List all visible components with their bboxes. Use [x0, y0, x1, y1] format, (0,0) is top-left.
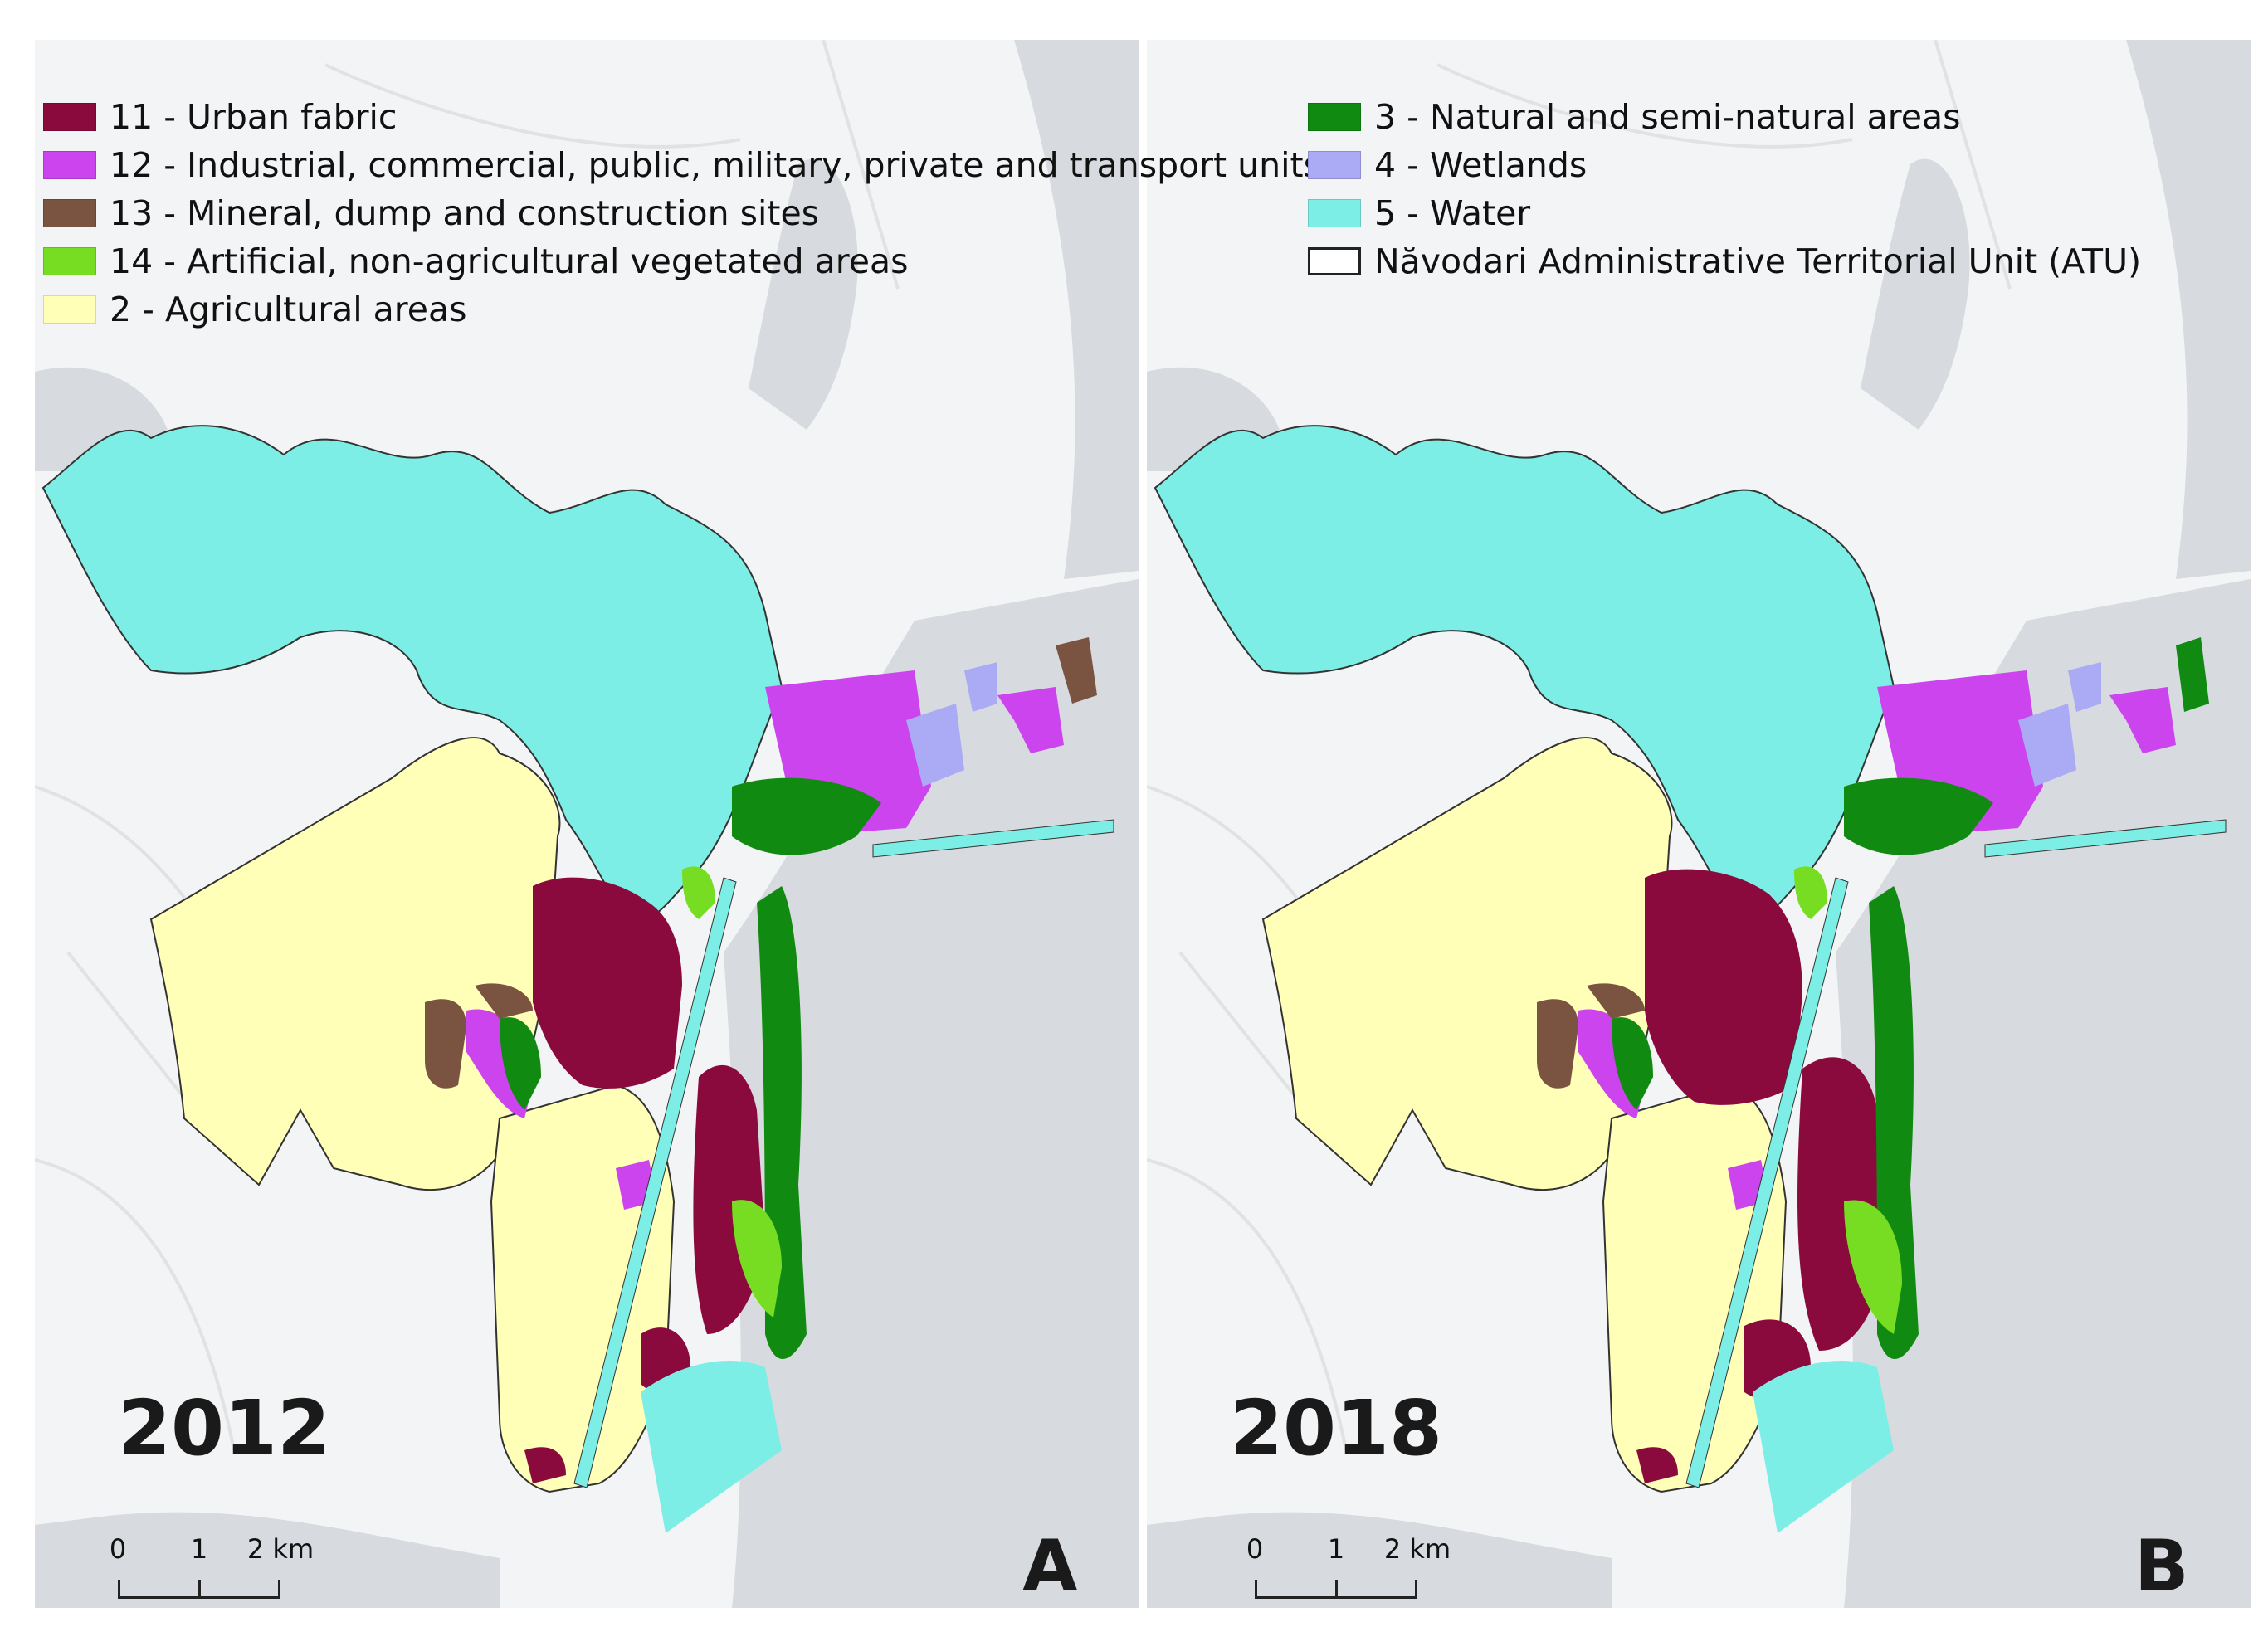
land-use-map-2018 [1147, 40, 2251, 1608]
legend-label: 11 - Urban fabric [110, 97, 398, 137]
scale-bar: 0 1 2 km [1246, 1533, 1451, 1608]
dump-site-1 [425, 999, 466, 1089]
natural-area-west [1612, 1017, 1653, 1110]
legend-left: 11 - Urban fabric 12 - Industrial, comme… [43, 93, 1321, 334]
legend-item-wetlands: 4 - Wetlands [1308, 141, 2141, 189]
green-area-beach [732, 1200, 782, 1318]
scale-tick-0: 0 [1246, 1533, 1264, 1565]
water-lake-tasaul [1154, 425, 1895, 921]
panel-letter: A [1022, 1525, 1078, 1608]
scale-tick-0: 0 [109, 1533, 127, 1565]
legend-item-agricultural: 2 - Agricultural areas [43, 285, 1321, 334]
legend-right: 3 - Natural and semi-natural areas 4 - W… [1308, 93, 2141, 285]
water-canal-south [641, 1360, 782, 1533]
scale-tick-1: 1 [1327, 1533, 1345, 1565]
legend-label: 5 - Water [1374, 193, 1531, 233]
green-area-1 [1794, 866, 1827, 919]
legend-item-urban-fabric: 11 - Urban fabric [43, 93, 1321, 141]
lagoon-basemap [1861, 158, 1970, 430]
urban-fabric-tip [524, 1447, 566, 1483]
water-lake-tasaul [41, 425, 783, 921]
scale-tick-1: 1 [190, 1533, 208, 1565]
natural-area-north [1844, 777, 1993, 855]
natural-area-north [732, 777, 881, 855]
map-panel-2012: 2012 A 0 1 2 km [35, 40, 1139, 1608]
scale-mark-1 [198, 1580, 201, 1599]
sea-north-basemap [2126, 40, 2251, 579]
legend-swatch [43, 103, 96, 131]
legend-label: 13 - Mineral, dump and construction site… [110, 193, 820, 233]
legend-swatch [1308, 247, 1361, 275]
wetland-1 [2018, 704, 2076, 787]
urban-fabric-center [1645, 869, 1802, 1105]
legend-item-artificial-vegetated: 14 - Artificial, non-agricultural vegeta… [43, 237, 1321, 285]
urban-fabric-center [533, 877, 682, 1089]
industrial-port [997, 687, 1064, 753]
industrial-port [2109, 687, 2176, 753]
legend-label: 2 - Agricultural areas [110, 290, 467, 329]
green-area-beach [1844, 1200, 1902, 1334]
scale-mark-0 [1255, 1580, 1257, 1599]
scale-mark-2 [278, 1580, 280, 1599]
legend-label: 14 - Artificial, non-agricultural vegeta… [110, 241, 909, 281]
natural-area-west [500, 1017, 541, 1110]
dump-site-2 [1587, 983, 1645, 1019]
legend-label: Năvodari Administrative Territorial Unit… [1374, 241, 2142, 281]
map-panel-2018: 2018 B 0 1 2 km [1147, 40, 2251, 1608]
sea-north-basemap [1014, 40, 1139, 579]
legend-swatch [1308, 199, 1361, 227]
year-label: 2018 [1230, 1384, 1443, 1473]
legend-swatch [1308, 151, 1361, 179]
legend-label: 12 - Industrial, commercial, public, mil… [110, 145, 1321, 185]
wetland-1 [906, 704, 964, 787]
dump-site-2 [475, 983, 533, 1019]
water-canal-south [1753, 1360, 1894, 1533]
canal [1685, 877, 1849, 1488]
urban-fabric-tip [1636, 1447, 1678, 1483]
wetland-2 [2068, 662, 2101, 712]
legend-swatch [43, 247, 96, 275]
legend-label: 3 - Natural and semi-natural areas [1374, 97, 1961, 137]
scale-mark-1 [1335, 1580, 1338, 1599]
legend-item-natural: 3 - Natural and semi-natural areas [1308, 93, 2141, 141]
legend-label: 4 - Wetlands [1374, 145, 1588, 185]
dump-site-1 [1537, 999, 1578, 1089]
scale-tick-2: 2 km [246, 1533, 315, 1565]
lake-south-basemap [1147, 1512, 1612, 1608]
legend-item-industrial: 12 - Industrial, commercial, public, mil… [43, 141, 1321, 189]
year-label: 2012 [118, 1384, 331, 1473]
land-use-map-2012 [35, 40, 1139, 1608]
lagoon-basemap [749, 158, 858, 430]
scale-mark-0 [118, 1580, 120, 1599]
scale-tick-2: 2 km [1383, 1533, 1451, 1565]
legend-item-mineral: 13 - Mineral, dump and construction site… [43, 189, 1321, 237]
canal [573, 877, 737, 1488]
green-area-1 [682, 866, 715, 919]
port-jetty [1984, 819, 2227, 858]
legend-swatch [43, 199, 96, 227]
port-jetty [872, 819, 1114, 858]
scale-mark-2 [1415, 1580, 1417, 1599]
legend-swatch [43, 295, 96, 324]
natural-area-port [2176, 637, 2209, 712]
construction-site-port [1056, 637, 1097, 704]
lake-south-basemap [35, 1512, 500, 1608]
panel-letter: B [2134, 1525, 2189, 1608]
legend-item-water: 5 - Water [1308, 189, 2141, 237]
legend-swatch [1308, 103, 1361, 131]
legend-swatch [43, 151, 96, 179]
legend-item-atu-boundary: Năvodari Administrative Territorial Unit… [1308, 237, 2141, 285]
scale-bar: 0 1 2 km [110, 1533, 314, 1608]
wetland-2 [964, 662, 997, 712]
